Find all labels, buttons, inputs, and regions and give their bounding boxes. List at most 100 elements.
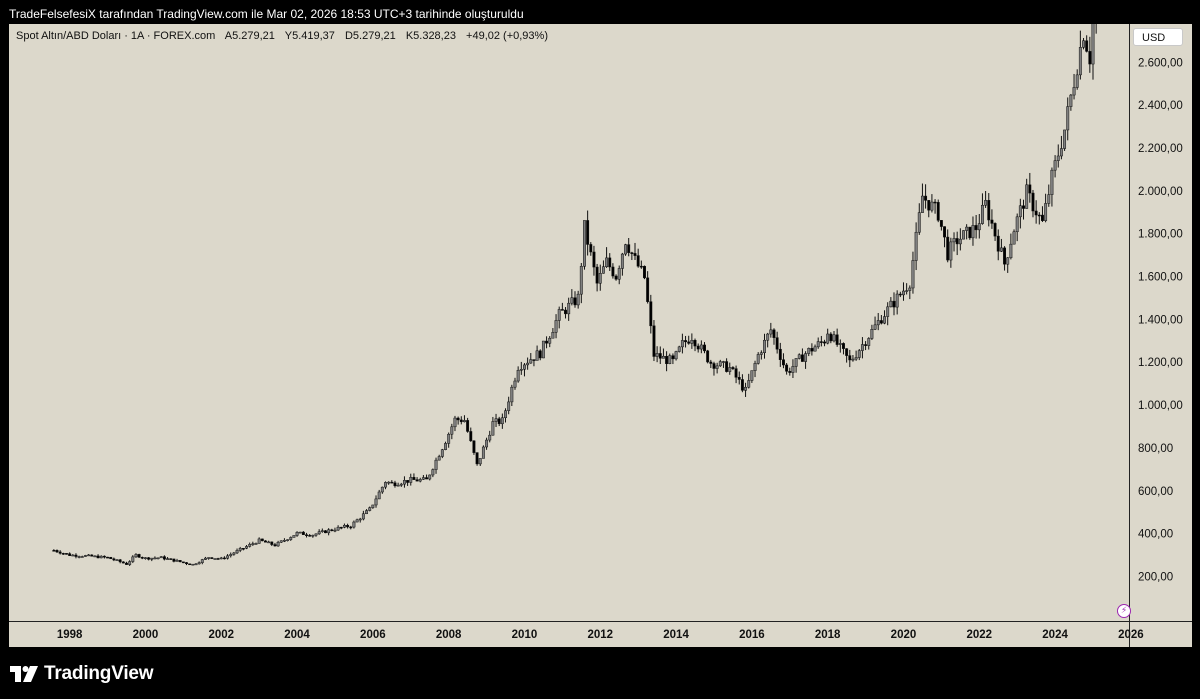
candle-body	[162, 556, 166, 560]
candle-body	[1003, 247, 1007, 265]
candle-body	[655, 353, 659, 357]
candle-body	[513, 380, 517, 388]
candle-body	[118, 559, 122, 563]
price-tick-label: 1.600,00	[1138, 272, 1183, 284]
candle-body	[292, 535, 296, 538]
symbol-name[interactable]: Spot Altın/ABD Doları · 1A · FOREX.com	[16, 30, 216, 42]
candle-body	[671, 355, 675, 360]
candle-body	[128, 561, 132, 565]
candle-body	[860, 344, 864, 351]
candle-body	[905, 290, 909, 292]
candle-body	[842, 343, 845, 349]
candle-body	[248, 544, 252, 547]
candle-body	[579, 266, 583, 295]
candle-body	[320, 530, 324, 532]
candle-body	[1082, 40, 1085, 48]
candle-body	[538, 350, 542, 359]
candle-body	[251, 543, 255, 545]
candle-body	[955, 238, 959, 245]
candle-body	[156, 557, 160, 560]
candle-body	[693, 340, 697, 347]
candle-body	[200, 559, 204, 563]
candle-body	[652, 325, 656, 357]
tradingview-wordmark: TradingView	[44, 663, 154, 684]
time-tick-label: 2024	[1042, 629, 1068, 641]
lightning-icon[interactable]: ⚡	[1117, 604, 1131, 618]
candle-body	[879, 320, 883, 324]
candle-body	[210, 557, 214, 559]
candle-body	[977, 223, 981, 231]
candle-body	[690, 340, 694, 344]
chart-pane[interactable]: 200,00 400,00 600,00 800,00 1.000,00 1.200,00…	[9, 24, 1192, 647]
candle-body	[311, 534, 315, 537]
candle-body	[469, 431, 473, 442]
candle-body	[630, 252, 634, 254]
candle-body	[756, 354, 760, 364]
candle-body	[61, 553, 65, 555]
candle-body	[377, 491, 381, 500]
candle-body	[1044, 203, 1048, 221]
candle-body	[864, 344, 868, 346]
time-tick-label: 2006	[360, 629, 386, 641]
candle-body	[481, 446, 485, 459]
candle-body	[333, 529, 337, 532]
candle-body	[87, 554, 91, 557]
candle-body	[643, 265, 646, 279]
candle-body	[601, 266, 605, 274]
candle-body	[996, 235, 1000, 252]
candle-body	[447, 433, 451, 444]
candle-body	[816, 341, 820, 348]
candle-body	[399, 483, 403, 486]
candle-body	[608, 257, 612, 268]
candle-body	[421, 477, 425, 480]
candle-body	[649, 301, 653, 327]
candle-body	[121, 561, 125, 564]
candle-body	[418, 479, 422, 482]
candle-body	[848, 355, 852, 361]
price-tick-label: 400,00	[1138, 529, 1173, 541]
price-chart[interactable]: 200,00 400,00 600,00 800,00 1.000,00 1.200,00…	[9, 24, 1192, 647]
candle-body	[962, 230, 965, 240]
candle-body	[393, 482, 397, 487]
candle-body	[974, 225, 978, 231]
candle-body	[516, 369, 520, 382]
candle-body	[715, 365, 719, 369]
candle-body	[80, 556, 84, 558]
candle-body	[346, 525, 350, 528]
candle-body	[188, 563, 192, 566]
currency-button[interactable]: USD	[1133, 28, 1183, 46]
candle-body	[494, 418, 498, 422]
candle-body	[766, 333, 770, 341]
candle-body	[115, 559, 119, 561]
candle-body	[466, 420, 470, 432]
candle-body	[684, 340, 687, 343]
candle-body	[229, 554, 233, 557]
candle-body	[485, 439, 489, 448]
candle-body	[920, 195, 924, 213]
candle-body	[532, 359, 536, 361]
candle-body	[415, 479, 419, 482]
candle-body	[1041, 214, 1044, 221]
candle-body	[440, 449, 444, 457]
candle-body	[851, 358, 855, 361]
candle-body	[267, 541, 271, 544]
candle-body	[845, 348, 849, 356]
candle-body	[725, 361, 729, 372]
candle-body	[1063, 129, 1067, 149]
top-bar: TradeFelsefesiX tarafından TradingView.c…	[0, 0, 1200, 28]
candle-body	[308, 535, 312, 537]
candle-body	[226, 555, 230, 559]
candle-body	[813, 346, 817, 352]
candle-body	[330, 529, 334, 531]
candle-body	[914, 231, 918, 261]
candle-body	[264, 540, 267, 543]
candle-body	[178, 560, 182, 563]
candle-body	[696, 345, 700, 350]
candle-body	[889, 300, 893, 308]
candle-body	[529, 359, 533, 364]
candle-body	[927, 200, 931, 211]
candle-body	[895, 293, 899, 308]
candle-body	[886, 306, 890, 317]
price-tick-label: 200,00	[1138, 571, 1173, 583]
candle-body	[339, 526, 343, 529]
